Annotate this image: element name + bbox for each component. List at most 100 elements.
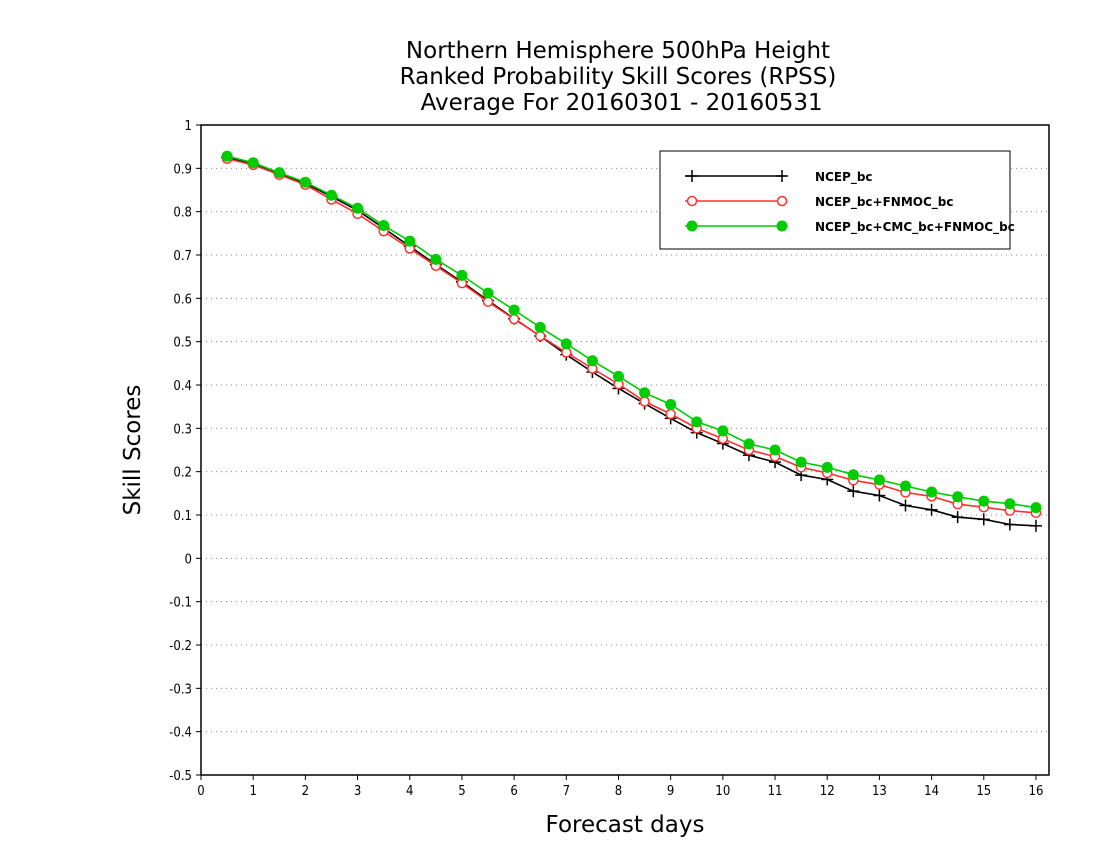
grid-lines: [201, 167, 1049, 733]
y-tick-label: 0.5: [173, 336, 192, 351]
data-point-plus: [873, 489, 886, 502]
x-tick-label: 14: [924, 784, 939, 799]
y-tick-label: -0.3: [169, 682, 192, 697]
legend-entry: NCEP_bc+FNMOC_bc: [685, 195, 954, 210]
data-point-open-circle: [561, 347, 572, 358]
x-tick-label: 9: [667, 784, 674, 799]
data-point-filled-circle: [221, 150, 233, 162]
y-tick-label: 0.9: [173, 162, 192, 177]
y-tick-label: 0.2: [173, 466, 192, 481]
data-point-filled-circle: [743, 438, 755, 450]
x-tick-label: 5: [458, 784, 465, 799]
data-point-filled-circle: [769, 444, 781, 456]
legend-box: [659, 150, 1011, 250]
data-point-plus: [847, 485, 860, 498]
data-point-filled-circle: [639, 387, 651, 399]
y-tick-label: 1: [185, 119, 192, 134]
data-point-open-circle: [482, 296, 494, 308]
data-point-plus: [1029, 519, 1042, 532]
data-point-filled-circle: [404, 235, 416, 247]
title-line-3: Average For 20160301 - 20160531: [413, 90, 822, 116]
data-point-open-circle: [508, 313, 520, 325]
x-tick-label: 10: [715, 784, 730, 799]
data-point-plus: [899, 499, 912, 512]
x-tick-label: 12: [820, 784, 835, 799]
legend-entry: NCEP_bc+CMC_bc+FNMOC_bc: [685, 220, 1015, 235]
x-tick-label: 8: [615, 784, 622, 799]
y-tick-label: -0.5: [169, 769, 192, 784]
y-tick-label: -0.1: [169, 596, 192, 611]
x-tick-label: 13: [872, 784, 887, 799]
x-axis: 0 1 2 3 4 5 6 7 8 9 10 11 12 13 14 15 16: [197, 775, 1043, 799]
data-point-filled-circle: [430, 253, 442, 265]
data-point-filled-circle: [325, 189, 337, 201]
chart-title: Northern Hemisphere 500hPa Height Ranked…: [400, 38, 837, 116]
data-point-filled-circle: [560, 338, 572, 350]
data-point-filled-circle: [1030, 502, 1042, 514]
x-tick-label: 2: [302, 784, 309, 799]
data-point-filled-circle: [691, 416, 703, 428]
data-point-open-circle: [665, 408, 676, 420]
data-point-filled-circle: [534, 321, 546, 333]
data-point-filled-circle: [586, 355, 598, 367]
x-axis-label: Forecast days: [546, 812, 705, 838]
title-line-1: Northern Hemisphere 500hPa Height: [406, 38, 830, 64]
data-point-filled-circle: [952, 491, 964, 503]
data-point-filled-circle: [456, 269, 468, 281]
data-point-plus: [776, 170, 788, 182]
data-point-open-circle: [776, 195, 788, 207]
x-tick-label: 16: [1029, 784, 1044, 799]
x-tick-label: 15: [976, 784, 991, 799]
y-tick-label: 0.1: [173, 509, 192, 524]
x-tick-label: 7: [563, 784, 570, 799]
data-point-filled-circle: [299, 176, 311, 188]
y-tick-label: 0.7: [173, 249, 192, 264]
data-point-open-circle: [686, 195, 698, 207]
y-tick-label: 0: [185, 552, 192, 567]
data-point-open-circle: [534, 330, 546, 342]
data-point-filled-circle: [352, 202, 364, 214]
y-axis: -0.5 -0.4 -0.3 -0.2 -0.1 0 0.1 0.2 0.3 0.4 0.5 0.6 0…: [169, 119, 201, 784]
data-point-filled-circle: [821, 461, 833, 473]
data-point-filled-circle: [482, 287, 494, 299]
y-tick-label: -0.4: [169, 726, 192, 741]
series-layer: [221, 150, 1042, 532]
y-tick-label: -0.2: [169, 639, 192, 654]
data-point-filled-circle: [926, 486, 938, 498]
y-tick-label: 0.4: [173, 379, 192, 394]
data-point-filled-circle: [899, 480, 911, 492]
data-point-filled-circle: [776, 220, 788, 232]
data-point-plus: [925, 503, 938, 516]
y-tick-label: 0.3: [173, 422, 192, 437]
y-tick-label: 0.8: [173, 206, 192, 221]
x-tick-label: 3: [354, 784, 361, 799]
legend: NCEP_bc NCEP_bc+FNMOC_bc NCEP_bc+CMC_bc+FN…: [659, 150, 1015, 250]
x-tick-label: 0: [197, 784, 204, 799]
x-tick-label: 11: [768, 784, 783, 799]
legend-label: NCEP_bc+FNMOC_bc: [815, 195, 954, 210]
legend-label: NCEP_bc: [815, 170, 873, 185]
data-point-filled-circle: [717, 425, 729, 437]
data-point-filled-circle: [247, 157, 259, 169]
series-NCEP_bc+CMC_bc+FNMOC_bc: [221, 150, 1042, 514]
data-point-filled-circle: [378, 220, 390, 232]
legend-entry: NCEP_bc: [685, 170, 873, 185]
x-tick-label: 6: [510, 784, 517, 799]
plot-frame: [200, 124, 1050, 776]
data-point-filled-circle: [612, 370, 624, 382]
data-point-filled-circle: [686, 220, 698, 232]
data-point-filled-circle: [978, 495, 990, 507]
data-point-filled-circle: [1004, 498, 1016, 510]
data-point-filled-circle: [795, 456, 807, 468]
data-point-plus: [1003, 518, 1016, 531]
y-tick-label: 0.6: [173, 292, 192, 307]
x-tick-label: 4: [406, 784, 413, 799]
data-point-plus: [951, 511, 964, 524]
data-point-filled-circle: [847, 469, 859, 481]
title-line-2: Ranked Probability Skill Scores (RPSS): [400, 64, 837, 90]
y-axis-label: Skill Scores: [120, 385, 146, 516]
data-point-filled-circle: [508, 304, 520, 316]
legend-label: NCEP_bc+CMC_bc+FNMOC_bc: [815, 220, 1015, 235]
data-point-filled-circle: [665, 399, 677, 410]
